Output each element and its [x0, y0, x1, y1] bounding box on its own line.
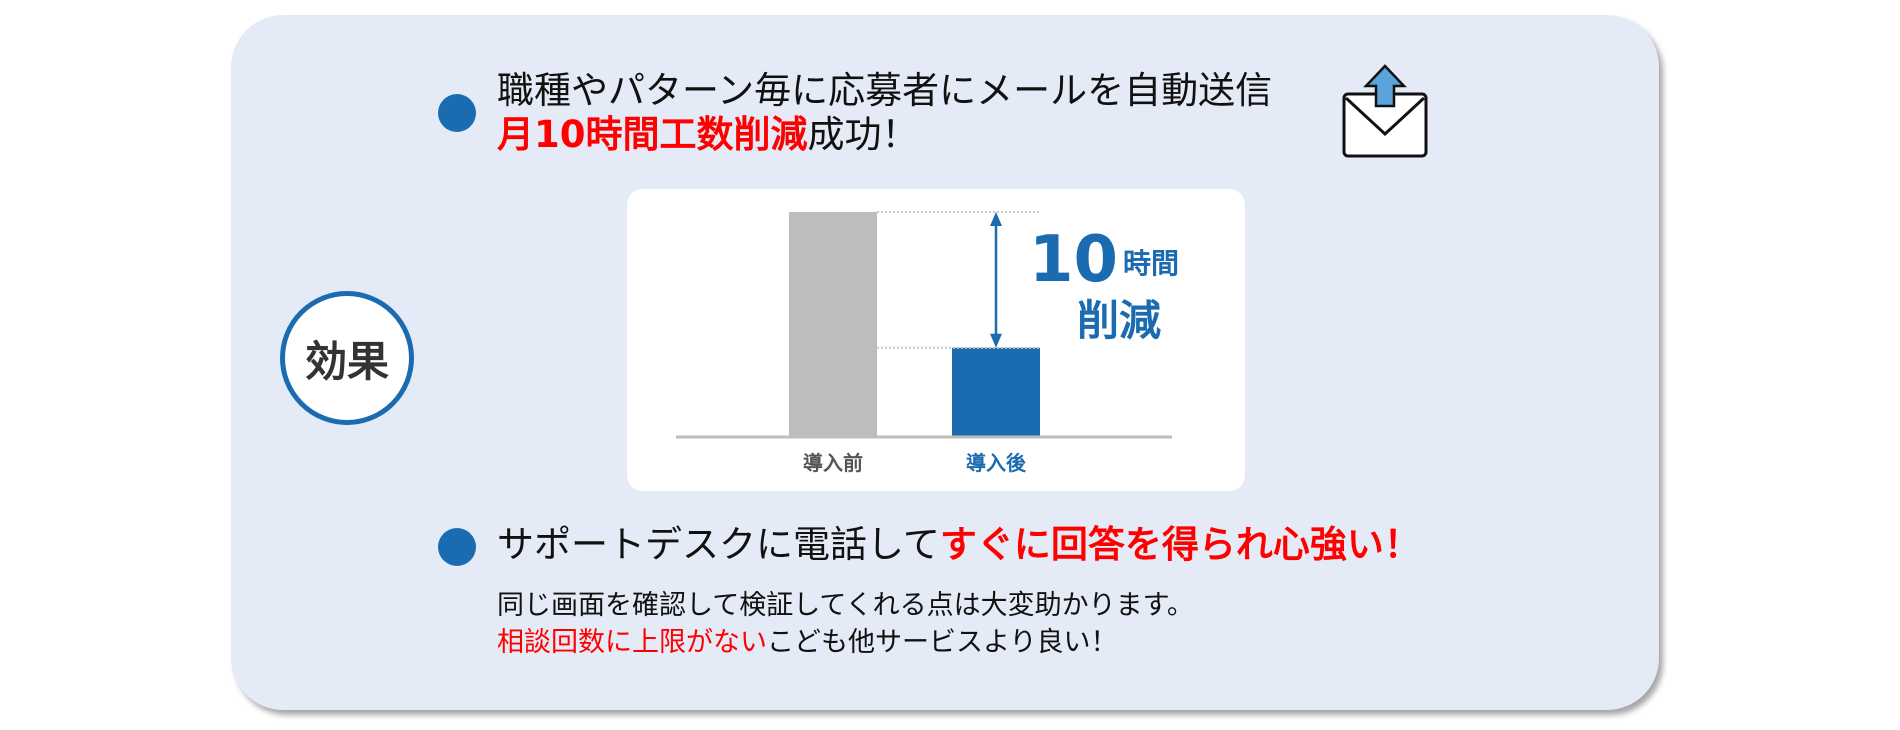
category-label-1: 導入後: [966, 451, 1027, 475]
arrow-down-icon: [990, 333, 1002, 348]
effect-badge: 効果: [280, 291, 414, 425]
point2-body-line2: 相談回数に上限がないこども他サービスより良い！: [497, 629, 1117, 656]
bar-1: [952, 347, 1040, 436]
point2-body-rest: こども他サービスより良い！: [767, 627, 1118, 658]
envelope-send-icon: [1342, 64, 1428, 158]
bullet-dot-icon: [438, 94, 476, 132]
arrow-up-icon: [990, 212, 1002, 226]
point2-headline-plain: サポートデスクに電話して: [497, 523, 940, 566]
point1-rest: 成功！: [807, 113, 919, 156]
point1-line1: 職種やパターン毎に応募者にメールを自動送信: [497, 69, 1273, 112]
reduction-number: 10: [1029, 223, 1118, 297]
point2-headline: サポートデスクに電話してすぐに回答を得られ心強い！: [497, 526, 1421, 563]
bullet-dot-icon: [438, 528, 476, 566]
point1-line2: 月10時間工数削減成功！: [497, 116, 919, 153]
point2-body-line1: 同じ画面を確認して検証してくれる点は大変助かります。: [497, 590, 1194, 621]
reduction-text: 削減: [1077, 296, 1161, 345]
point2-body-highlight: 相談回数に上限がない: [497, 627, 767, 658]
reduction-unit: 時間: [1123, 247, 1179, 280]
bar-0: [789, 212, 877, 436]
point1-highlight: 月10時間工数削減: [497, 113, 808, 156]
effect-badge-label: 効果: [304, 336, 389, 386]
category-label-0: 導入前: [803, 451, 863, 475]
point2-headline-highlight: すぐに回答を得られ心強い！: [939, 523, 1421, 566]
chart-card: 導入前 導入後 10 時間削減: [627, 189, 1245, 491]
